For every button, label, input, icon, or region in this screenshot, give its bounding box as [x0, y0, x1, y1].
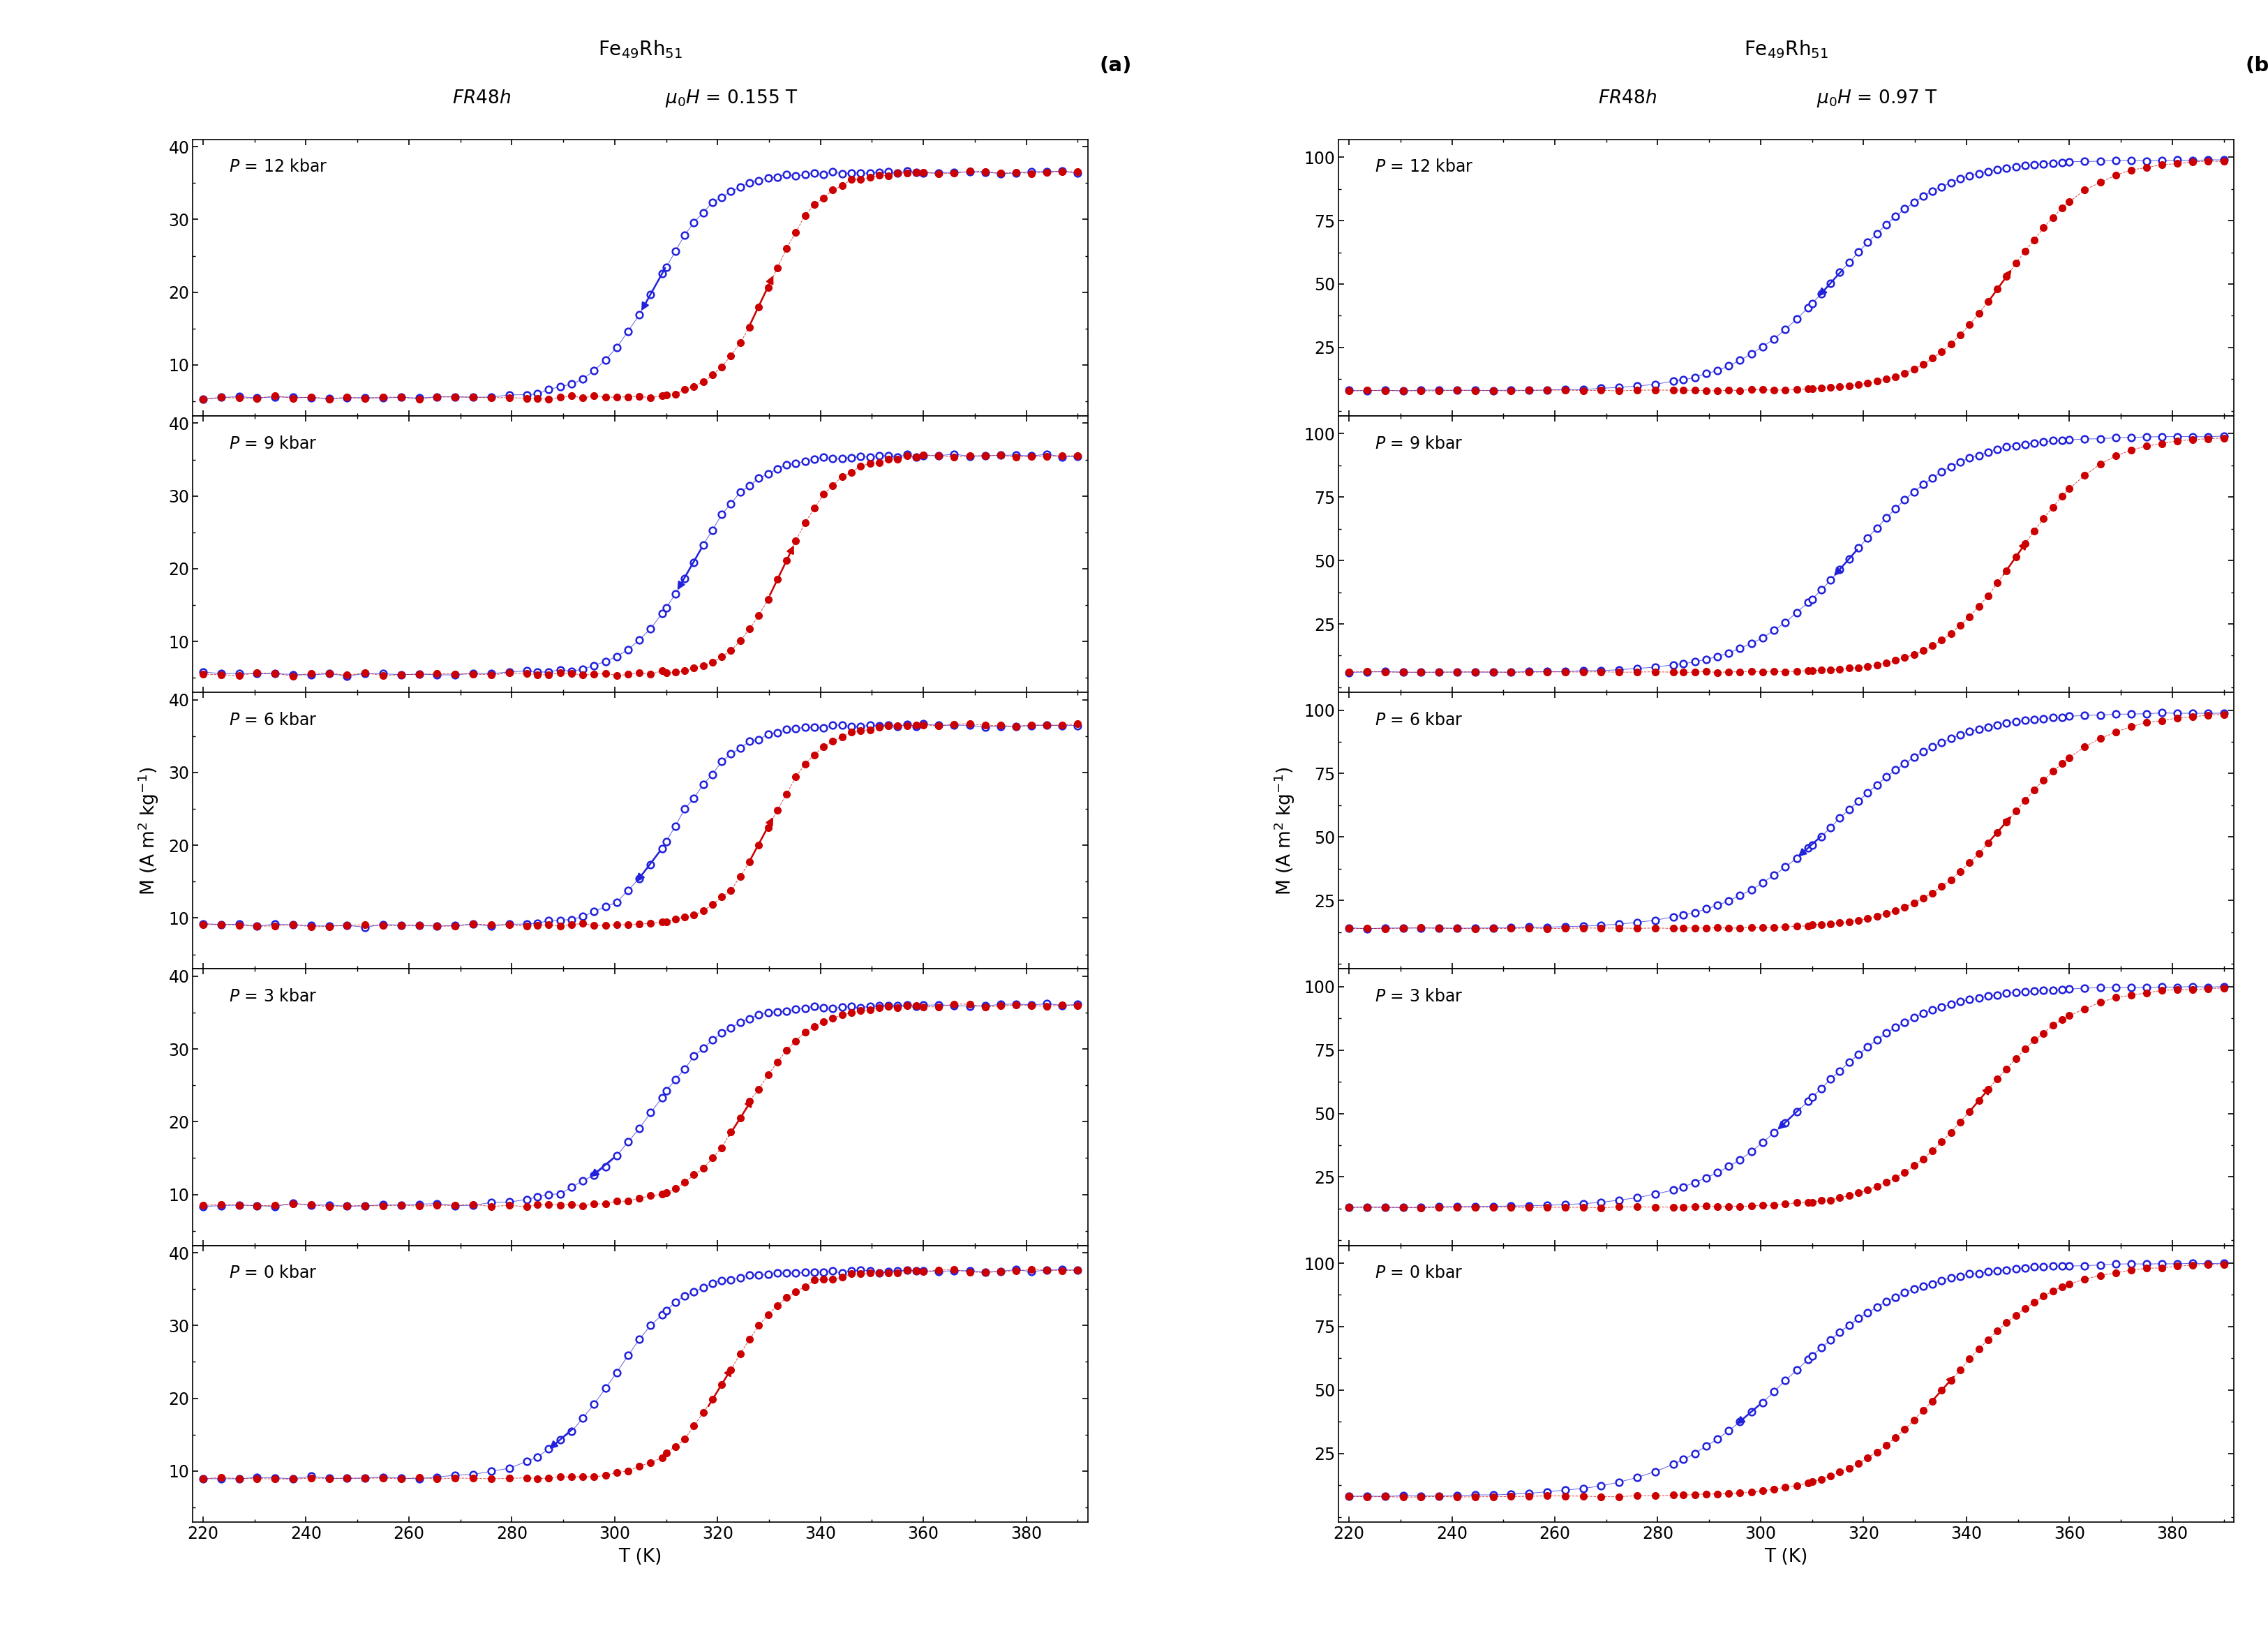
X-axis label: T (K): T (K) — [1765, 1548, 1808, 1566]
Text: (a): (a) — [1100, 56, 1132, 75]
Y-axis label: M (A m$^2$ kg$^{-1}$): M (A m$^2$ kg$^{-1}$) — [136, 766, 161, 895]
Text: $\mathit{FR48h}$: $\mathit{FR48h}$ — [1599, 89, 1658, 108]
Text: $\it{P}$ = 0 kbar: $\it{P}$ = 0 kbar — [229, 1264, 318, 1281]
Text: $\mu_0H$ = 0.155 T: $\mu_0H$ = 0.155 T — [665, 89, 798, 108]
Text: $\it{P}$ = 12 kbar: $\it{P}$ = 12 kbar — [229, 159, 327, 175]
X-axis label: T (K): T (K) — [619, 1548, 662, 1566]
Text: Fe$_{49}$Rh$_{51}$: Fe$_{49}$Rh$_{51}$ — [1744, 38, 1828, 61]
Text: $\mathit{FR48h}$: $\mathit{FR48h}$ — [451, 89, 510, 108]
Text: $\it{P}$ = 3 kbar: $\it{P}$ = 3 kbar — [229, 989, 318, 1005]
Text: $\it{P}$ = 3 kbar: $\it{P}$ = 3 kbar — [1374, 989, 1463, 1005]
Y-axis label: M (A m$^2$ kg$^{-1}$): M (A m$^2$ kg$^{-1}$) — [1272, 766, 1297, 895]
Text: Fe$_{49}$Rh$_{51}$: Fe$_{49}$Rh$_{51}$ — [599, 38, 683, 61]
Text: $\it{P}$ = 12 kbar: $\it{P}$ = 12 kbar — [1374, 159, 1474, 175]
Text: $\it{P}$ = 6 kbar: $\it{P}$ = 6 kbar — [1374, 712, 1463, 728]
Text: $\it{P}$ = 6 kbar: $\it{P}$ = 6 kbar — [229, 712, 318, 728]
Text: $\it{P}$ = 0 kbar: $\it{P}$ = 0 kbar — [1374, 1264, 1463, 1281]
Text: $\it{P}$ = 9 kbar: $\it{P}$ = 9 kbar — [229, 435, 318, 453]
Text: (b): (b) — [2245, 56, 2268, 75]
Text: $\it{P}$ = 9 kbar: $\it{P}$ = 9 kbar — [1374, 435, 1463, 453]
Text: $\mu_0H$ = 0.97 T: $\mu_0H$ = 0.97 T — [1817, 89, 1937, 108]
